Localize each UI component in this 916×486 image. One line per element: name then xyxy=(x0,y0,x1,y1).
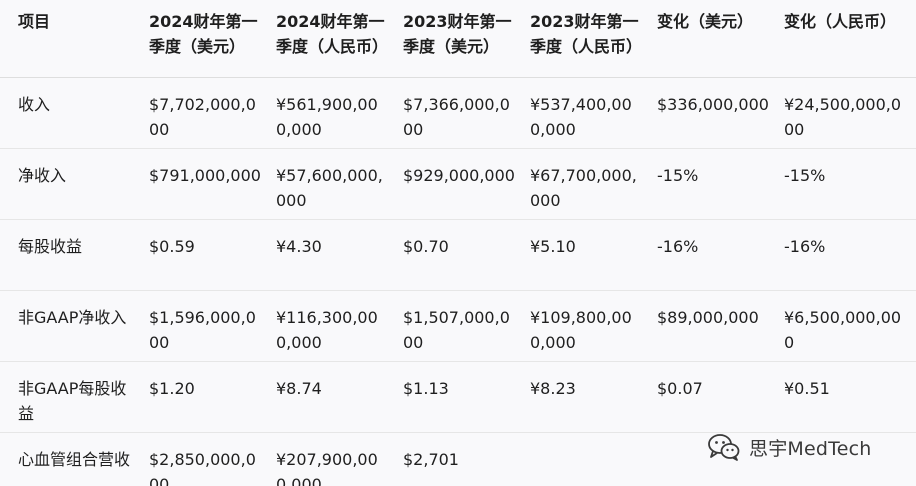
table-cell: $1,596,000,000 xyxy=(146,290,273,362)
table-cell: $0.70 xyxy=(400,219,527,291)
table-cell: -15% xyxy=(781,148,916,220)
table-cell: ¥24,500,000,000 xyxy=(781,77,916,149)
table-cell: $89,000,000 xyxy=(654,290,781,362)
table-cell: $791,000,000 xyxy=(146,148,273,220)
row-label: 收入 xyxy=(0,77,146,149)
table-cell: $336,000,000 xyxy=(654,77,781,149)
table-cell: ¥116,300,000,000 xyxy=(273,290,400,362)
table-cell: ¥207,900,000,000 xyxy=(276,450,378,486)
row-label: 非GAAP每股收益 xyxy=(0,361,146,433)
watermark-text: 思宇MedTech xyxy=(749,437,872,460)
header-fy2024-q1-rmb: 2024财年第一季度（人民币） xyxy=(273,0,400,78)
row-label: 非GAAP净收入 xyxy=(0,290,146,362)
table-cell: -15% xyxy=(654,148,781,220)
table-cell: ¥4.30 xyxy=(273,219,400,291)
row-label: 净收入 xyxy=(0,148,146,220)
header-change-rmb: 变化（人民币） xyxy=(781,0,916,78)
table-cell: ¥109,800,000,000 xyxy=(527,290,654,362)
table-cell: ¥561,900,000,000 xyxy=(273,77,400,149)
table-row: 每股收益 $0.59 ¥4.30 $0.70 ¥5.10 -16% -16% xyxy=(0,219,916,291)
table-cell: ¥537,400,000,000 xyxy=(527,77,654,149)
table-cell: ¥67,700,000,000 xyxy=(527,148,654,220)
watermark: 思宇MedTech xyxy=(707,430,872,464)
table-cell: ¥5.10 xyxy=(527,219,654,291)
header-change-usd: 变化（美元） xyxy=(654,0,781,78)
table-row: 净收入 $791,000,000 ¥57,600,000,000 $929,00… xyxy=(0,148,916,220)
table-cell: $1,507,000,000 xyxy=(400,290,527,362)
table-cell: $0.59 xyxy=(146,219,273,291)
table-row: 心血管组合营收 $2,850,000,000 ¥207,900,000,000 … xyxy=(0,433,916,486)
table-cell: ¥8.23 xyxy=(527,361,654,433)
table-cell: $2,701 xyxy=(403,450,459,469)
table-row: 收入 $7,702,000,000 ¥561,900,000,000 $7,36… xyxy=(0,77,916,149)
table-cell: ¥8.74 xyxy=(273,361,400,433)
table-cell: $2,850,000,000 xyxy=(149,450,256,486)
header-item: 项目 xyxy=(0,0,146,78)
table-cell: -16% xyxy=(654,219,781,291)
row-label: 心血管组合营收 xyxy=(18,450,131,469)
table-row: 非GAAP每股收益 $1.20 ¥8.74 $1.13 ¥8.23 $0.07 … xyxy=(0,361,916,433)
table-row: 非GAAP净收入 $1,596,000,000 ¥116,300,000,000… xyxy=(0,290,916,362)
wechat-icon xyxy=(708,434,740,461)
row-label: 每股收益 xyxy=(0,219,146,291)
table-cell: ¥0.51 xyxy=(781,361,916,433)
table-cell: $0.07 xyxy=(654,361,781,433)
table-cell: $1.20 xyxy=(146,361,273,433)
table-cell: -16% xyxy=(781,219,916,291)
table-cell: ¥6,500,000,000 xyxy=(781,290,916,362)
header-fy2023-q1-usd: 2023财年第一季度（美元） xyxy=(400,0,527,78)
table-cell: $7,366,000,000 xyxy=(400,77,527,149)
header-fy2023-q1-rmb: 2023财年第一季度（人民币） xyxy=(527,0,654,78)
table-cell: ¥57,600,000,000 xyxy=(273,148,400,220)
table-cell: $1.13 xyxy=(400,361,527,433)
table-cell: $929,000,000 xyxy=(400,148,527,220)
table-cell xyxy=(527,433,654,486)
table-cell: $7,702,000,000 xyxy=(146,77,273,149)
table-header-row: 项目 2024财年第一季度（美元） 2024财年第一季度（人民币） 2023财年… xyxy=(0,0,916,78)
header-fy2024-q1-usd: 2024财年第一季度（美元） xyxy=(146,0,273,78)
